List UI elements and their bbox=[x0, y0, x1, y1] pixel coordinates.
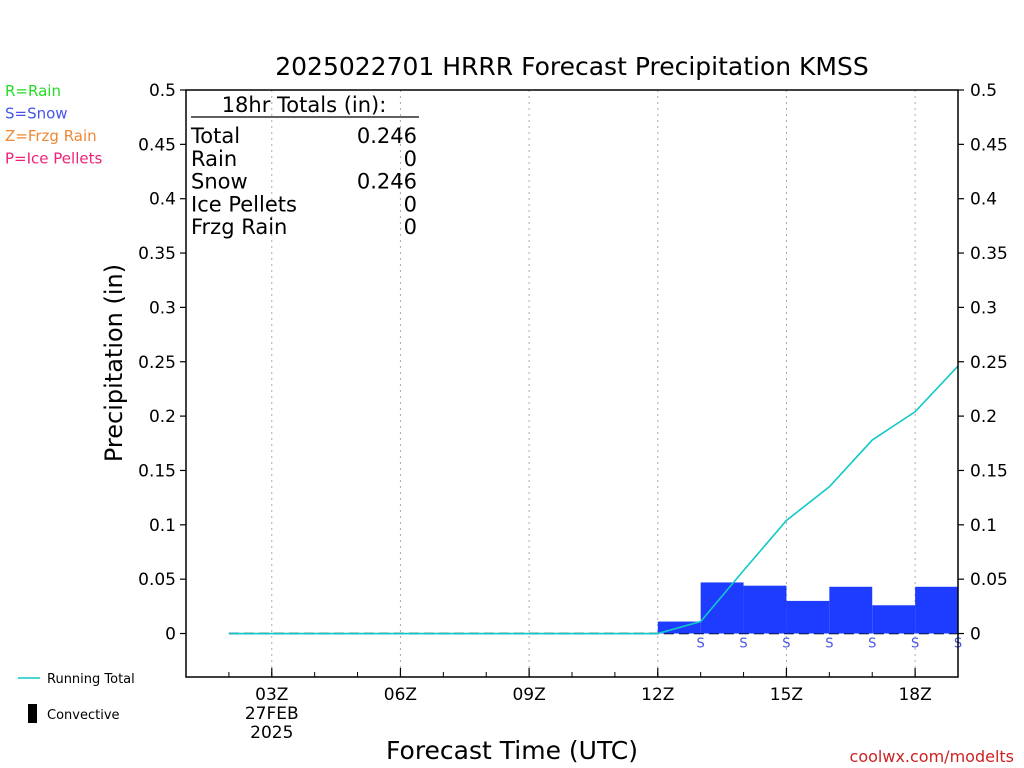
precip-type-legend-item: R=Rain bbox=[5, 82, 61, 100]
y-tick-label-left: 0 bbox=[165, 625, 176, 645]
y-tick-label-right: 0 bbox=[970, 625, 981, 645]
precip-type-legend-item: P=Ice Pellets bbox=[5, 150, 102, 168]
x-year-label: 2025 bbox=[250, 723, 293, 743]
totals-row-label: Total bbox=[190, 124, 240, 148]
y-tick-label-left: 0.35 bbox=[138, 244, 176, 264]
running-total-series bbox=[228, 365, 959, 635]
snow-bar bbox=[743, 585, 787, 634]
y-tick-label-left: 0.1 bbox=[149, 516, 176, 536]
x-tick-label: 06Z bbox=[384, 685, 417, 705]
x-tick-label: 09Z bbox=[512, 685, 545, 705]
y-tick-label-left: 0.05 bbox=[138, 570, 176, 590]
y-tick-label-left: 0.5 bbox=[149, 81, 176, 101]
running-total-line bbox=[228, 365, 959, 635]
x-tick-label: 12Z bbox=[641, 685, 674, 705]
y-tick-label-left: 0.4 bbox=[149, 190, 176, 210]
snow-bar bbox=[700, 582, 744, 634]
y-tick-label-right: 0.45 bbox=[970, 135, 1008, 155]
totals-row-value: 0 bbox=[404, 147, 417, 171]
x-tick-label: 03Z bbox=[255, 685, 288, 705]
totals-row-label: Snow bbox=[191, 170, 248, 194]
y-axis-left: 0 0.05 0.1 0.15 0.2 0.25 0.3 0.35 0.4 0.45 0.5 bbox=[138, 81, 186, 645]
totals-row-label: Rain bbox=[191, 147, 237, 171]
totals-row-label: Frzg Rain bbox=[191, 215, 287, 239]
snow-bar bbox=[872, 605, 916, 634]
y-tick-label-left: 0.2 bbox=[149, 407, 176, 427]
y-axis-label: Precipitation (in) bbox=[100, 264, 128, 462]
totals-row-value: 0.246 bbox=[357, 124, 417, 148]
precip-type-legend: R=Rain S=Snow Z=Frzg Rain P=Ice Pellets bbox=[5, 82, 102, 168]
y-tick-label-right: 0.1 bbox=[970, 516, 997, 536]
x-date-label: 27FEB bbox=[245, 704, 299, 724]
convective-legend-swatch bbox=[28, 704, 37, 723]
chart-title: 2025022701 HRRR Forecast Precipitation K… bbox=[275, 52, 869, 81]
y-tick-label-right: 0.3 bbox=[970, 298, 997, 318]
x-axis-label: Forecast Time (UTC) bbox=[386, 736, 638, 765]
snow-bar bbox=[915, 586, 958, 634]
snow-bar bbox=[829, 586, 873, 634]
snow-type-marker: S bbox=[911, 637, 919, 652]
y-tick-label-right: 0.25 bbox=[970, 353, 1008, 373]
credit-text: coolwx.com/modelts bbox=[850, 747, 1014, 766]
totals-box: 18hr Totals (in): Total 0.246 Rain 0 Snow 0.24… bbox=[190, 93, 419, 239]
y-tick-label-right: 0.5 bbox=[970, 81, 997, 101]
y-tick-label-left: 0.3 bbox=[149, 298, 176, 318]
y-tick-label-right: 0.15 bbox=[970, 461, 1008, 481]
running-total-legend-label: Running Total bbox=[47, 672, 135, 687]
precip-type-legend-item: Z=Frzg Rain bbox=[5, 127, 97, 145]
y-tick-label-left: 0.15 bbox=[138, 461, 176, 481]
totals-row-value: 0 bbox=[404, 192, 417, 216]
snow-bars bbox=[657, 582, 958, 634]
x-tick-label: 18Z bbox=[898, 685, 931, 705]
totals-row-value: 0.246 bbox=[357, 170, 417, 194]
snow-type-marker: S bbox=[782, 637, 790, 652]
snow-bar bbox=[786, 600, 830, 634]
y-tick-label-right: 0.35 bbox=[970, 244, 1008, 264]
snow-type-marker: S bbox=[739, 637, 747, 652]
y-tick-label-right: 0.05 bbox=[970, 570, 1008, 590]
totals-header: 18hr Totals (in): bbox=[222, 93, 387, 117]
y-tick-label-right: 0.4 bbox=[970, 190, 997, 210]
y-tick-label-left: 0.45 bbox=[138, 135, 176, 155]
line-legend: Running Total Convective bbox=[18, 672, 135, 723]
snow-type-marker: S bbox=[697, 637, 705, 652]
y-tick-label-left: 0.25 bbox=[138, 353, 176, 373]
y-axis-right: 0 0.05 0.1 0.15 0.2 0.25 0.3 0.35 0.4 0.45 0.5 bbox=[958, 81, 1008, 645]
snow-type-marker: S bbox=[868, 637, 876, 652]
totals-row-value: 0 bbox=[404, 215, 417, 239]
precip-type-legend-item: S=Snow bbox=[5, 105, 68, 123]
x-tick-label: 15Z bbox=[770, 685, 803, 705]
convective-legend-label: Convective bbox=[47, 708, 120, 723]
y-tick-label-right: 0.2 bbox=[970, 407, 997, 427]
snow-type-marker: S bbox=[825, 637, 833, 652]
totals-row-label: Ice Pellets bbox=[191, 192, 297, 216]
